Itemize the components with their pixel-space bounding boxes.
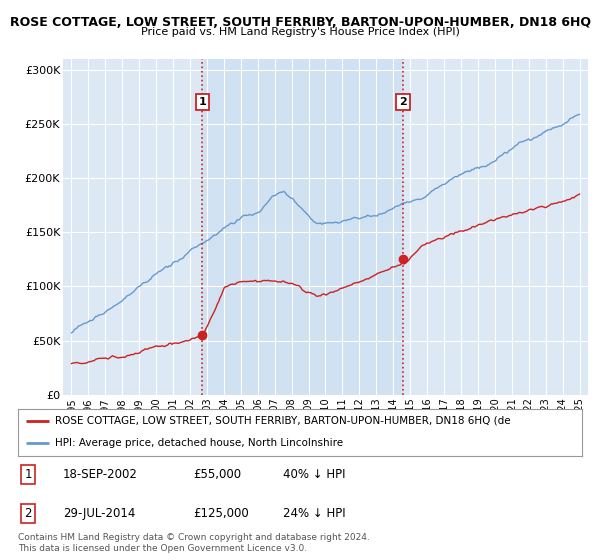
Text: 1: 1: [25, 468, 32, 481]
Text: £125,000: £125,000: [193, 507, 248, 520]
Text: 40% ↓ HPI: 40% ↓ HPI: [283, 468, 346, 481]
Text: 2: 2: [399, 97, 407, 107]
Text: 24% ↓ HPI: 24% ↓ HPI: [283, 507, 346, 520]
Text: Contains HM Land Registry data © Crown copyright and database right 2024.
This d: Contains HM Land Registry data © Crown c…: [18, 533, 370, 553]
Text: ROSE COTTAGE, LOW STREET, SOUTH FERRIBY, BARTON-UPON-HUMBER, DN18 6HQ (de: ROSE COTTAGE, LOW STREET, SOUTH FERRIBY,…: [55, 416, 510, 426]
Bar: [202, 59, 403, 395]
Text: HPI: Average price, detached house, North Lincolnshire: HPI: Average price, detached house, Nort…: [55, 438, 343, 448]
Text: 2: 2: [25, 507, 32, 520]
Text: Price paid vs. HM Land Registry's House Price Index (HPI): Price paid vs. HM Land Registry's House …: [140, 27, 460, 37]
Text: 18-SEP-2002: 18-SEP-2002: [63, 468, 138, 481]
Text: 1: 1: [199, 97, 206, 107]
Text: 29-JUL-2014: 29-JUL-2014: [63, 507, 136, 520]
Text: ROSE COTTAGE, LOW STREET, SOUTH FERRIBY, BARTON-UPON-HUMBER, DN18 6HQ: ROSE COTTAGE, LOW STREET, SOUTH FERRIBY,…: [10, 16, 590, 29]
Text: £55,000: £55,000: [193, 468, 241, 481]
